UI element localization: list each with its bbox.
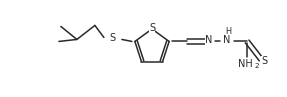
Text: S: S — [149, 23, 155, 33]
Text: NH: NH — [238, 59, 253, 69]
Text: S: S — [261, 56, 267, 66]
Text: N: N — [205, 35, 213, 45]
Text: 2: 2 — [254, 63, 259, 69]
Text: H: H — [225, 27, 231, 36]
Text: N: N — [224, 35, 231, 45]
Text: S: S — [110, 33, 116, 43]
